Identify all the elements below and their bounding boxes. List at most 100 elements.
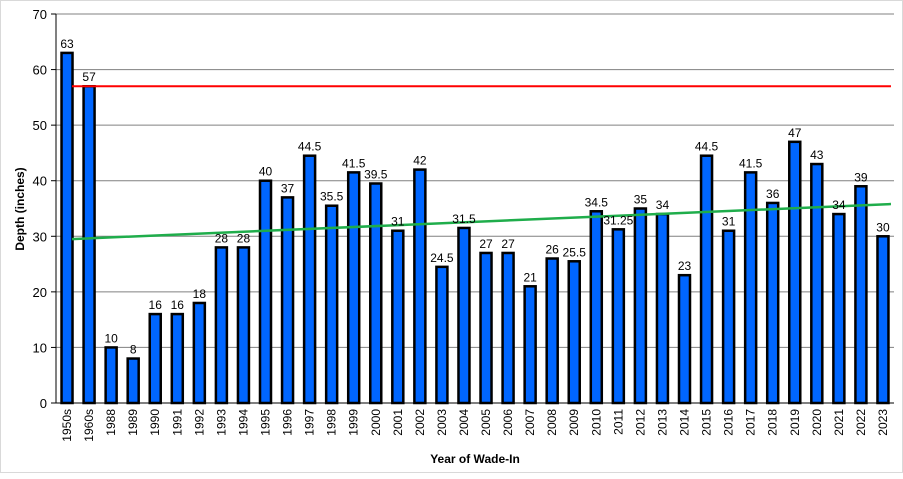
x-tick-label: 1994 <box>236 409 250 436</box>
data-label: 28 <box>237 231 251 245</box>
bar <box>765 201 780 405</box>
y-tick-label: 10 <box>33 340 47 355</box>
bar <box>82 84 96 405</box>
data-label: 43 <box>810 148 824 162</box>
bar <box>479 251 493 405</box>
x-tick-label: 1991 <box>170 409 184 436</box>
bar <box>258 179 273 405</box>
bar <box>699 154 714 405</box>
bar <box>104 346 118 405</box>
data-label: 8 <box>130 343 137 357</box>
x-tick-label: 2003 <box>435 409 449 436</box>
bar <box>280 196 295 405</box>
bar <box>743 171 758 405</box>
x-tick-label: 2017 <box>744 409 758 436</box>
bar <box>236 246 251 405</box>
data-label: 31.5 <box>452 212 476 226</box>
bar <box>501 251 515 405</box>
data-label: 16 <box>149 298 163 312</box>
x-tick-label: 1997 <box>303 409 317 436</box>
bar <box>126 357 140 405</box>
x-tick-label: 1990 <box>148 409 162 436</box>
x-tick-label: 1950s <box>60 409 74 442</box>
x-tick-label: 1989 <box>126 409 140 436</box>
x-tick-label: 1988 <box>104 409 118 436</box>
x-tick-label: 1960s <box>82 409 96 442</box>
data-label: 31 <box>722 215 736 229</box>
bar <box>655 212 670 405</box>
x-tick-label: 2010 <box>589 409 603 436</box>
x-tick-label: 2004 <box>457 409 471 436</box>
bar <box>324 204 339 405</box>
y-tick-label: 50 <box>33 118 47 133</box>
bar <box>677 273 692 405</box>
data-label: 36 <box>766 187 780 201</box>
bar <box>567 260 581 405</box>
bar <box>302 154 317 405</box>
bar <box>192 301 207 405</box>
data-label: 39 <box>854 170 868 184</box>
y-tick-label: 60 <box>33 63 47 78</box>
data-label: 10 <box>104 331 118 345</box>
x-tick-label: 1999 <box>347 409 361 436</box>
x-tick-label: 2012 <box>633 409 647 436</box>
bar <box>148 312 162 405</box>
data-label: 47 <box>788 126 802 140</box>
data-label: 16 <box>171 298 185 312</box>
data-label: 34 <box>832 198 846 212</box>
x-tick-label: 2021 <box>832 409 846 436</box>
y-tick-label: 40 <box>33 174 47 189</box>
trend-line <box>71 202 892 241</box>
data-label: 31.25 <box>603 213 633 227</box>
bar <box>611 228 626 405</box>
bar <box>589 210 604 405</box>
x-tick-label: 2020 <box>810 409 824 436</box>
x-tick-label: 1993 <box>214 409 228 436</box>
x-tick-label: 2000 <box>369 409 383 436</box>
bar <box>633 207 648 405</box>
bar <box>810 162 824 405</box>
bar <box>369 182 383 405</box>
bar <box>435 265 449 405</box>
x-tick-label: 2008 <box>545 409 559 436</box>
data-label: 39.5 <box>364 167 388 181</box>
data-label: 27 <box>479 237 493 251</box>
bar <box>788 140 802 405</box>
data-label: 21 <box>523 270 537 284</box>
y-tick-label: 0 <box>40 396 47 411</box>
data-label: 28 <box>215 231 229 245</box>
data-label: 23 <box>678 259 692 273</box>
data-label: 63 <box>60 37 74 51</box>
x-tick-label: 2019 <box>788 409 802 436</box>
bar <box>457 226 471 405</box>
bar <box>523 285 537 405</box>
x-tick-label: 2005 <box>479 409 493 436</box>
x-tick-label: 2015 <box>700 409 714 436</box>
y-axis-label: Depth (inches) <box>13 167 27 250</box>
data-label: 24.5 <box>430 251 454 265</box>
bar <box>876 235 890 405</box>
x-tick-label: 2013 <box>655 409 669 436</box>
bar <box>854 185 868 405</box>
x-tick-label: 2007 <box>523 409 537 436</box>
data-label: 18 <box>193 287 207 301</box>
bar <box>545 257 559 405</box>
data-label: 30 <box>876 220 890 234</box>
x-tick-label: 2011 <box>611 409 625 435</box>
y-tick-label: 70 <box>33 7 47 22</box>
data-label: 35 <box>634 193 648 207</box>
bar <box>413 168 427 405</box>
x-tick-label: 1995 <box>259 409 273 436</box>
data-label: 40 <box>259 165 273 179</box>
data-label: 34.5 <box>585 195 609 209</box>
bar <box>346 171 361 405</box>
x-axis-label: Year of Wade-In <box>430 452 520 466</box>
x-tick-label: 2014 <box>678 409 692 436</box>
data-label: 44.5 <box>298 140 322 154</box>
bar <box>214 246 229 405</box>
data-label: 31 <box>391 215 405 229</box>
data-label: 44.5 <box>695 140 719 154</box>
data-label: 41.5 <box>342 156 366 170</box>
